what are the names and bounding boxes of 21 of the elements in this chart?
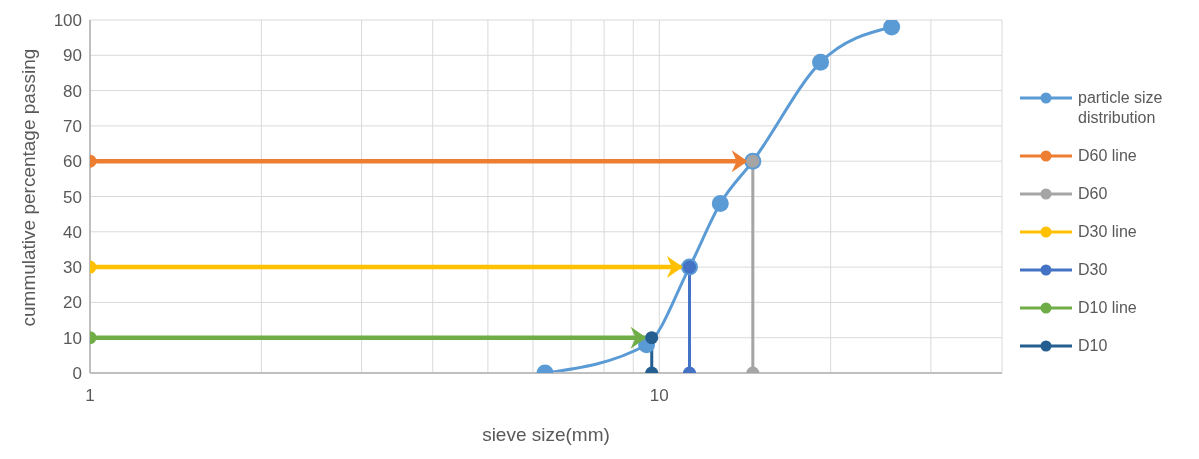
legend-label: D10 (1078, 335, 1108, 356)
legend-label: D60 line (1078, 145, 1137, 166)
y-tick-label: 80 (63, 81, 82, 101)
y-tick-label: 20 (63, 293, 82, 313)
y-axis-title: cummulative percentage passing (17, 48, 39, 327)
x-tick-label: 1 (85, 386, 95, 406)
y-tick-label: 0 (72, 364, 82, 384)
y-tick-label: 10 (63, 328, 82, 348)
y-tick-label: 60 (63, 152, 82, 172)
y-tick-label: 70 (63, 116, 82, 136)
y-tick-label: 90 (63, 46, 82, 66)
legend-label: particle size distribution (1078, 87, 1164, 128)
legend-label: D30 (1078, 259, 1108, 280)
legend-label: D60 (1078, 183, 1108, 204)
y-tick-label: 50 (63, 187, 82, 207)
legend-label: D10 line (1078, 297, 1137, 318)
legend-label: D30 line (1078, 221, 1137, 242)
x-axis-title: sieve size(mm) (482, 424, 610, 445)
y-tick-label: 40 (63, 222, 82, 242)
y-tick-label: 30 (63, 258, 82, 278)
y-tick-label: 100 (53, 11, 82, 31)
